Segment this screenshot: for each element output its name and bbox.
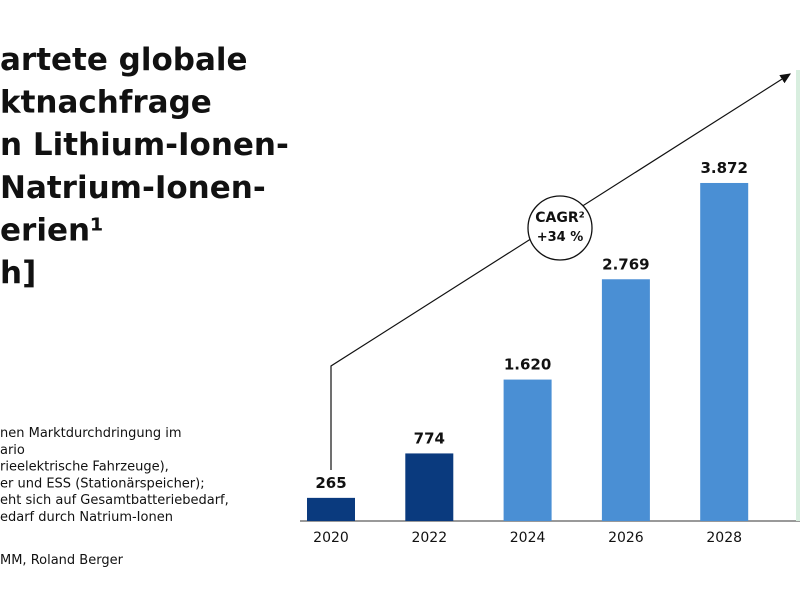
x-tick-label: 2024 xyxy=(510,530,546,546)
x-tick-label: 2028 xyxy=(706,530,742,546)
bar xyxy=(601,279,650,521)
bar xyxy=(503,379,552,521)
footnotes: nen Marktdurchdringung im ario rieelektris… xyxy=(0,426,229,525)
footnote-line: nen Marktdurchdringung im xyxy=(0,426,182,441)
source: MM, Roland Berger xyxy=(0,553,124,568)
cagr-value: +34 % xyxy=(537,230,584,245)
value-label: 2.769 xyxy=(602,255,649,273)
footnote-line: edarf durch Natrium-Ionen xyxy=(0,510,173,525)
cagr-circle xyxy=(527,195,593,261)
title-line: Natrium-Ionen- xyxy=(0,170,266,206)
footnote-line: rieelektrische Fahrzeuge), xyxy=(0,460,169,475)
bar xyxy=(307,497,355,521)
bar xyxy=(700,182,749,521)
x-tick-label: 2026 xyxy=(608,530,644,546)
value-label: 3.872 xyxy=(700,159,747,177)
x-tick-label: 2020 xyxy=(313,530,349,546)
footnote-line: ario xyxy=(0,443,25,458)
cagr-label: CAGR² xyxy=(535,210,585,226)
bar xyxy=(405,453,454,521)
value-label: 265 xyxy=(315,474,346,492)
title-line: artete globale xyxy=(0,42,248,78)
title-line: ktnachfrage xyxy=(0,85,212,121)
footnote-line: eht sich auf Gesamtbatteriebedarf, xyxy=(0,493,229,508)
value-label: 774 xyxy=(414,429,445,447)
title-line: h] xyxy=(0,255,36,291)
footnote-line: er und ESS (Stationärspeicher); xyxy=(0,476,205,491)
title-line: erien¹ xyxy=(0,212,104,248)
cropped-bar xyxy=(796,70,800,521)
trend-arrow xyxy=(330,73,792,470)
x-tick-label: 2022 xyxy=(411,530,447,546)
value-label: 1.620 xyxy=(504,356,551,374)
title-block: artete globale ktnachfrage n Lithium-Ionen… xyxy=(0,42,289,291)
title-line: n Lithium-Ionen- xyxy=(0,127,289,163)
